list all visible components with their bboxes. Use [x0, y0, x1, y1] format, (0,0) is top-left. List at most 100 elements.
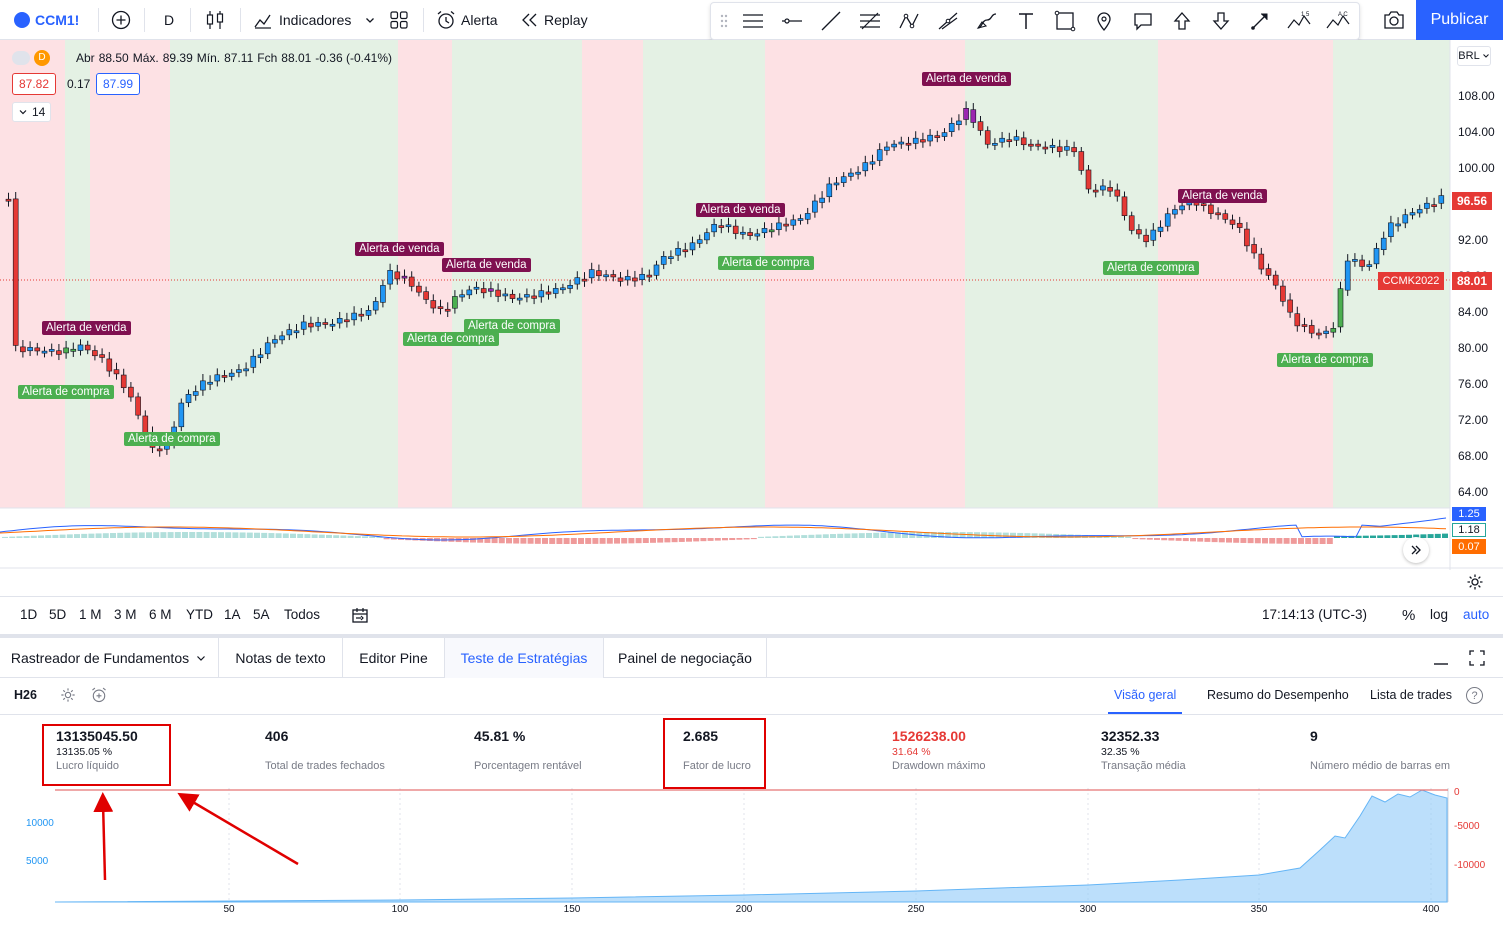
compare-symbol-button[interactable]	[110, 0, 132, 40]
candle	[257, 348, 264, 364]
sell-price-button[interactable]: 87.82	[12, 73, 57, 95]
candle	[1330, 322, 1337, 338]
equity-x-tick: 50	[223, 904, 235, 915]
indicator-count: 14	[32, 105, 46, 119]
candle	[1301, 317, 1308, 333]
view-performance-summary[interactable]: Resumo do Desempenho	[1207, 688, 1349, 702]
histogram-bar	[686, 538, 692, 542]
symbol-search[interactable]: CCM1!	[14, 0, 79, 40]
histogram-bar	[837, 533, 844, 538]
divider	[144, 8, 145, 32]
histogram-bar	[1362, 535, 1369, 538]
date-range-button[interactable]	[350, 606, 370, 631]
draw-tool-horizontal-ray[interactable]	[772, 3, 811, 39]
auto-scale-toggle[interactable]: auto	[1463, 607, 1490, 622]
indicators-button[interactable]: Indicadores	[252, 0, 351, 40]
low-value: 87.11	[224, 51, 254, 65]
buy-zone	[65, 40, 90, 508]
price-axis-tick: 84.00	[1458, 305, 1489, 319]
range-button-3m[interactable]: 3 M	[114, 607, 137, 622]
histogram-bar	[477, 538, 484, 543]
equity-chart[interactable]	[0, 788, 1503, 925]
candle	[1006, 132, 1013, 148]
tab-strategy-tester[interactable]: Teste de Estratégias	[445, 638, 604, 678]
replay-button[interactable]: Replay	[520, 0, 588, 40]
snapshot-button[interactable]	[1382, 0, 1406, 40]
draw-tool-pattern[interactable]	[889, 3, 928, 39]
symbol-name: CCM1!	[35, 12, 80, 28]
histogram-bar	[153, 532, 160, 538]
drag-dots-icon	[720, 14, 728, 28]
draw-tool-callout[interactable]	[1123, 3, 1162, 39]
tab-text-notes[interactable]: Notas de texto	[219, 638, 343, 678]
tab-fundamentals-screener[interactable]: Rastreador de Fundamentos	[0, 638, 219, 678]
layouts-button[interactable]	[389, 0, 409, 40]
histogram-bar	[1074, 534, 1081, 538]
draw-tool-elliott[interactable]: 1 5	[1279, 3, 1318, 39]
equity-x-tick: 300	[1079, 904, 1097, 915]
draw-tool-fib[interactable]	[850, 3, 889, 39]
draw-tool-rectangle[interactable]	[1045, 3, 1084, 39]
candle	[1064, 139, 1070, 156]
draw-tool-location[interactable]	[1084, 3, 1123, 39]
draw-tool-horizontal-lines[interactable]	[733, 3, 772, 39]
drag-handle[interactable]	[715, 3, 733, 39]
strategy-name[interactable]: H26	[14, 688, 37, 702]
range-button-5d[interactable]: 5D	[49, 607, 67, 622]
publish-button[interactable]: Publicar	[1416, 0, 1503, 40]
candle	[1107, 180, 1113, 197]
draw-tool-arrow-up[interactable]	[1162, 3, 1201, 39]
tab-trading-panel[interactable]: Painel de negociação	[604, 638, 767, 678]
view-overview[interactable]: Visão geral	[1114, 688, 1176, 702]
chart-settings-button[interactable]	[1466, 573, 1484, 596]
draw-tool-trend-line[interactable]	[811, 3, 850, 39]
alert-button[interactable]: Alerta	[435, 0, 498, 40]
draw-tool-abc[interactable]: A C	[1318, 3, 1357, 39]
candle	[1294, 306, 1301, 332]
range-button-ytd[interactable]: YTD	[186, 607, 213, 622]
range-button-6m[interactable]: 6 M	[149, 607, 172, 622]
panel-separator[interactable]	[0, 634, 1503, 638]
scroll-to-realtime-button[interactable]	[1403, 537, 1429, 563]
strategy-alert-button[interactable]	[90, 686, 108, 709]
publish-label: Publicar	[1430, 11, 1489, 28]
price-chart[interactable]	[0, 40, 1503, 596]
grid-icon	[390, 11, 408, 29]
strategy-header: H26 Visão geral Resumo do Desempenho Lis…	[0, 678, 1503, 714]
range-button-5a[interactable]: 5A	[253, 607, 270, 622]
histogram-bar	[59, 534, 66, 538]
draw-tool-arrow[interactable]	[1240, 3, 1279, 39]
minimize-panel-button[interactable]	[1433, 650, 1449, 671]
draw-tool-arrow-down[interactable]	[1201, 3, 1240, 39]
metric-label: Número médio de barras em	[1310, 760, 1451, 772]
candle	[1035, 139, 1041, 151]
clock-timezone[interactable]: 17:14:13 (UTC-3)	[1262, 607, 1368, 622]
range-button-1d[interactable]: 1D	[20, 607, 38, 622]
draw-tool-text[interactable]	[1006, 3, 1045, 39]
chart-type-button[interactable]	[205, 0, 225, 40]
range-button-1a[interactable]: 1A	[224, 607, 241, 622]
indicators-collapse-button[interactable]: 14	[12, 102, 52, 122]
draw-tool-brush[interactable]	[967, 3, 1006, 39]
indicators-dropdown[interactable]	[364, 0, 376, 40]
currency-button[interactable]: BRL	[1457, 46, 1491, 66]
candle	[236, 364, 242, 378]
metric-value: 32352.33	[1101, 728, 1160, 744]
percent-scale-toggle[interactable]: %	[1402, 607, 1416, 624]
view-trades-list[interactable]: Lista de trades	[1370, 688, 1452, 702]
interval-button[interactable]: D	[164, 0, 174, 40]
log-scale-toggle[interactable]: log	[1430, 607, 1449, 622]
range-button-todos[interactable]: Todos	[284, 607, 321, 622]
chart-area[interactable]: D Abr 88.50 Máx. 89.39 Mín. 87.11 Fch 88.01 …	[0, 40, 1503, 628]
draw-tool-projection[interactable]	[928, 3, 967, 39]
candle	[876, 143, 883, 167]
histogram-bar	[1139, 538, 1146, 540]
maximize-panel-button[interactable]	[1468, 649, 1486, 672]
legend-toggle[interactable]	[12, 51, 30, 65]
strategy-settings-button[interactable]	[60, 687, 76, 708]
range-button-1m[interactable]: 1 M	[79, 607, 102, 622]
metric-label: Lucro líquido	[56, 760, 119, 772]
tab-pine-editor[interactable]: Editor Pine	[343, 638, 445, 678]
buy-price-button[interactable]: 87.99	[96, 73, 141, 95]
help-icon[interactable]: ?	[1466, 687, 1483, 704]
